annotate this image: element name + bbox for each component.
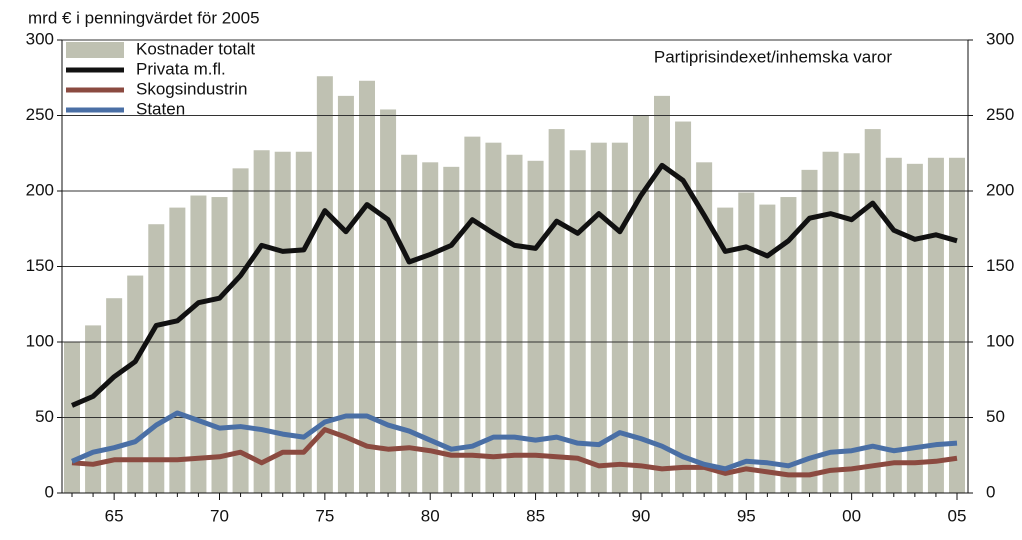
y-tick-label: 150 <box>26 256 54 275</box>
line <box>71 162 958 408</box>
x-tick-label: 95 <box>737 506 756 525</box>
bar <box>611 142 628 493</box>
bar <box>190 195 207 493</box>
y-tick-label: 100 <box>26 331 54 350</box>
bar <box>738 192 755 493</box>
x-tick-label: 90 <box>631 506 650 525</box>
bar <box>337 95 354 494</box>
line <box>71 427 958 478</box>
x-tick-label: 70 <box>210 506 229 525</box>
bar <box>780 197 797 494</box>
y-tick-label: 300 <box>26 29 54 48</box>
y2-tick-label: 50 <box>986 407 1005 426</box>
y2-tick-label: 250 <box>986 105 1014 124</box>
bar <box>85 325 102 493</box>
bar <box>864 129 881 493</box>
legend-swatch <box>66 42 124 58</box>
bar <box>506 154 523 493</box>
bar <box>632 115 649 493</box>
bar <box>675 121 692 493</box>
y-tick-label: 50 <box>35 407 54 426</box>
y-tick-label: 250 <box>26 105 54 124</box>
bar <box>527 160 544 494</box>
y2-tick-label: 100 <box>986 331 1014 350</box>
bar <box>759 204 776 493</box>
bar <box>106 298 123 493</box>
bar <box>169 207 186 494</box>
annotation: Partiprisindexet/inhemska varor <box>654 47 892 66</box>
x-tick-label: 00 <box>842 506 861 525</box>
bar <box>464 136 481 493</box>
x-tick-label: 05 <box>948 506 967 525</box>
bar <box>148 224 165 493</box>
y-axis-label: mrd € i penningvärdet för 2005 <box>28 8 260 27</box>
bar <box>232 168 249 493</box>
y2-tick-label: 0 <box>986 482 995 501</box>
bar <box>822 151 839 494</box>
bar <box>401 154 418 493</box>
bar <box>253 150 270 494</box>
line <box>71 410 958 472</box>
bar <box>380 109 397 494</box>
bar <box>359 80 375 494</box>
x-tick-label: 65 <box>105 506 124 525</box>
bar <box>316 76 333 494</box>
y2-tick-label: 300 <box>986 29 1014 48</box>
bar <box>885 157 902 493</box>
legend-label: Kostnader totalt <box>136 39 255 58</box>
bar <box>590 142 607 493</box>
y-tick-label: 200 <box>26 180 54 199</box>
x-tick-label: 80 <box>421 506 440 525</box>
bar <box>696 162 713 493</box>
bar <box>211 197 228 494</box>
bar <box>422 162 439 493</box>
y-tick-label: 0 <box>45 482 54 501</box>
bar <box>906 163 923 493</box>
bar <box>927 157 944 493</box>
bar <box>654 95 670 494</box>
bar <box>548 129 565 493</box>
bar <box>717 207 734 494</box>
legend-label: Skogsindustrin <box>136 79 248 98</box>
bar <box>274 151 291 494</box>
y2-tick-label: 200 <box>986 180 1014 199</box>
bar <box>295 151 312 494</box>
bar <box>443 166 460 493</box>
legend-label: Privata m.fl. <box>136 59 226 78</box>
bar <box>843 153 860 493</box>
bar <box>801 169 818 494</box>
x-tick-label: 85 <box>526 506 545 525</box>
x-tick-label: 75 <box>315 506 334 525</box>
bar <box>569 150 586 494</box>
legend-label: Staten <box>136 99 185 118</box>
y2-tick-label: 150 <box>986 256 1014 275</box>
